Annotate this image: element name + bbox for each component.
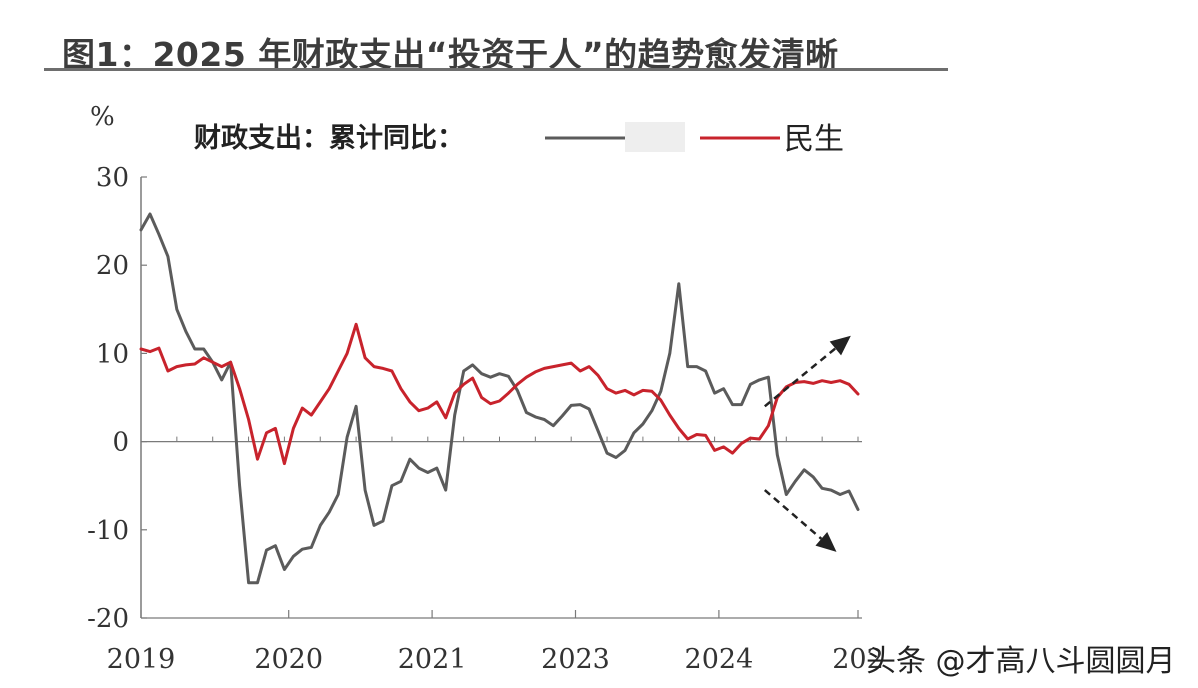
legend-label-minsheng: 民生 xyxy=(784,122,844,157)
arrowhead-up xyxy=(829,335,851,356)
y-tick-label: 20 xyxy=(96,251,129,281)
y-tick-label: -20 xyxy=(87,604,129,634)
x-tick-label: 2020 xyxy=(254,644,323,675)
series-line-gray xyxy=(139,212,860,585)
y-tick-label: -10 xyxy=(87,516,129,546)
x-axis: 2019 2020 2021 2023 2024 202 xyxy=(107,436,884,675)
y-axis-unit-label: % xyxy=(90,102,115,132)
x-tick-label: 2021 xyxy=(398,644,467,675)
x-tick-label: 202 xyxy=(832,644,884,675)
y-tick-label: 0 xyxy=(112,428,129,458)
trend-arrow-down xyxy=(763,489,823,540)
legend: % 财政支出：累计同比： 民生 xyxy=(90,102,844,157)
series-line-minsheng xyxy=(139,322,860,466)
series-layer xyxy=(139,212,860,585)
legend-blurred-label xyxy=(625,122,685,152)
figure-title: 图1：2025 年财政支出“投资于人”的趋势愈发清晰 xyxy=(62,35,839,74)
x-tick-label: 2024 xyxy=(685,644,754,675)
annotation-layer xyxy=(763,335,851,552)
legend-prefix: 财政支出：累计同比： xyxy=(194,123,464,154)
watermark-text: 头条 @才高八斗圆圆月 xyxy=(866,644,1176,679)
x-tick-label: 2023 xyxy=(541,644,610,675)
y-axis: 30 20 10 0 -10 -20 xyxy=(87,163,147,634)
title-divider xyxy=(44,68,948,71)
trend-arrow-up xyxy=(763,347,837,408)
arrowhead-down xyxy=(815,531,837,552)
x-tick-label: 2019 xyxy=(107,644,176,675)
y-tick-label: 10 xyxy=(96,339,129,369)
y-tick-label: 30 xyxy=(96,163,129,193)
